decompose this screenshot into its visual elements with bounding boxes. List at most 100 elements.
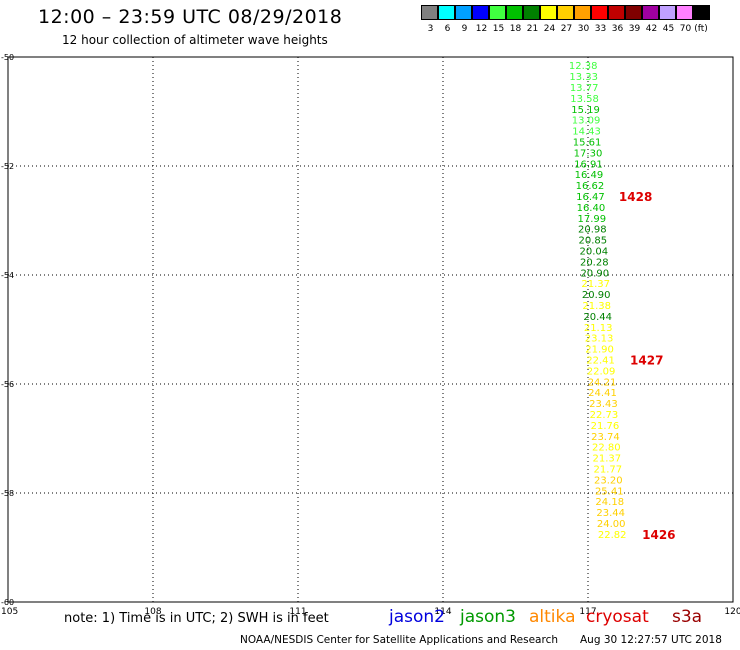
wave-height-value: 21.77 (593, 464, 622, 475)
scale-swatch (421, 5, 438, 20)
credit-text: NOAA/NESDIS Center for Satellite Applica… (240, 634, 558, 646)
x-tick-label: 108 (144, 607, 161, 617)
legend-jason3: jason3 (460, 607, 516, 627)
legend-s3a: s3a (672, 607, 703, 627)
scale-swatch (472, 5, 489, 20)
map-frame (7, 56, 734, 603)
x-tick-label: 111 (289, 607, 306, 617)
scale-label: 21 (526, 24, 539, 34)
scale-swatch (506, 5, 523, 20)
wave-height-value: 16.47 (576, 192, 605, 203)
wave-height-value: 21.37 (581, 279, 610, 290)
page-title: 12:00 – 23:59 UTC 08/29/2018 (38, 6, 343, 28)
wave-height-value: 21.13 (584, 323, 613, 334)
wave-height-value: 24.00 (597, 519, 626, 530)
wave-height-value: 22.73 (590, 410, 619, 421)
wave-height-value: 22.82 (598, 530, 627, 541)
wave-height-value: 22.41 (586, 355, 615, 366)
wave-height-value: 13.09 (572, 116, 601, 127)
scale-label: 18 (509, 24, 522, 34)
pass-time-label: 1427 (630, 353, 663, 367)
x-tick-label: 120 (724, 607, 740, 617)
wave-height-value: 24.18 (595, 497, 624, 508)
wave-height-value: 16.62 (576, 181, 605, 192)
y-tick-label: -56 (1, 380, 14, 389)
legend-altika: altika (529, 607, 576, 627)
scale-label: 70 (679, 24, 692, 34)
x-tick-label: 105 (1, 607, 18, 617)
scale-label: 27 (560, 24, 573, 34)
wave-height-value: 22.80 (592, 443, 621, 454)
scale-swatch (608, 5, 625, 20)
map-grid (7, 56, 734, 603)
scale-swatch (523, 5, 540, 20)
wave-height-value: 13.58 (570, 94, 599, 105)
units-note: note: 1) Time is in UTC; 2) SWH is in fe… (64, 611, 329, 626)
scale-label: 39 (628, 24, 641, 34)
scale-label: 45 (662, 24, 675, 34)
page-subtitle: 12 hour collection of altimeter wave hei… (62, 33, 328, 47)
wave-height-value: 23.74 (591, 432, 620, 443)
scale-label: 36 (611, 24, 624, 34)
wave-height-value: 23.44 (596, 508, 625, 519)
wave-height-value: 20.04 (579, 246, 608, 257)
scale-swatch (438, 5, 455, 20)
scale-label: 3 (427, 24, 434, 34)
scale-swatch (676, 5, 693, 20)
wave-height-value: 21.37 (593, 454, 622, 465)
scale-label: 6 (444, 24, 451, 34)
scale-swatch (659, 5, 676, 20)
wave-height-value: 21.76 (591, 421, 620, 432)
wave-height-value: 24.41 (588, 388, 617, 399)
scale-unit: (ft) (694, 24, 708, 34)
scale-label: 42 (645, 24, 658, 34)
y-tick-label: -58 (1, 489, 14, 498)
wave-height-value: 20.85 (579, 236, 608, 247)
y-tick-label: -54 (1, 271, 14, 280)
y-tick-label: -52 (1, 162, 14, 171)
scale-label: 30 (577, 24, 590, 34)
wave-height-value: 17.99 (578, 214, 607, 225)
wave-height-value: 14.43 (572, 127, 601, 138)
y-tick-label: -60 (1, 598, 14, 607)
y-tick-label: -50 (1, 53, 14, 62)
generated-timestamp: Aug 30 12:27:57 UTC 2018 (580, 634, 722, 646)
wave-height-value: 15.61 (573, 137, 602, 148)
wave-height-value: 15.19 (571, 105, 600, 116)
wave-height-value: 20.44 (583, 312, 612, 323)
scale-label: 24 (543, 24, 556, 34)
scale-swatch (455, 5, 472, 20)
wave-height-value: 12.38 (569, 61, 598, 72)
wave-height-value: 21.38 (582, 301, 611, 312)
wave-height-value: 16.49 (575, 170, 604, 181)
wave-height-value: 24.21 (588, 377, 617, 388)
scale-swatch (693, 5, 710, 20)
wave-height-value: 23.43 (589, 399, 618, 410)
wave-height-value: 23.13 (585, 334, 614, 345)
x-tick-label: 117 (579, 607, 596, 617)
legend-jason2: jason2 (389, 607, 445, 627)
scale-swatch (574, 5, 591, 20)
scale-label: 9 (461, 24, 468, 34)
wave-height-value: 23.20 (594, 475, 623, 486)
wave-height-value: 17.30 (574, 148, 603, 159)
pass-time-label: 1426 (642, 528, 675, 542)
wave-height-value: 20.90 (580, 268, 609, 279)
wave-height-value: 16.91 (574, 159, 603, 170)
wave-height-value: 25.41 (595, 486, 624, 497)
wave-height-value: 21.90 (585, 345, 614, 356)
pass-time-label: 1428 (619, 190, 652, 204)
wave-height-value: 13.33 (569, 72, 598, 83)
scale-swatch (557, 5, 574, 20)
scale-swatch (625, 5, 642, 20)
legend-cryosat: cryosat (586, 607, 649, 627)
wave-height-value: 16.40 (577, 203, 606, 214)
scale-swatch (642, 5, 659, 20)
x-tick-label: 114 (434, 607, 451, 617)
wave-height-value: 13.77 (570, 83, 599, 94)
wave-height-points: 12.3813.3313.7713.5815.1913.0914.4315.61… (569, 61, 627, 541)
scale-label: 12 (475, 24, 488, 34)
scale-swatch (489, 5, 506, 20)
wave-height-value: 20.28 (580, 257, 609, 268)
